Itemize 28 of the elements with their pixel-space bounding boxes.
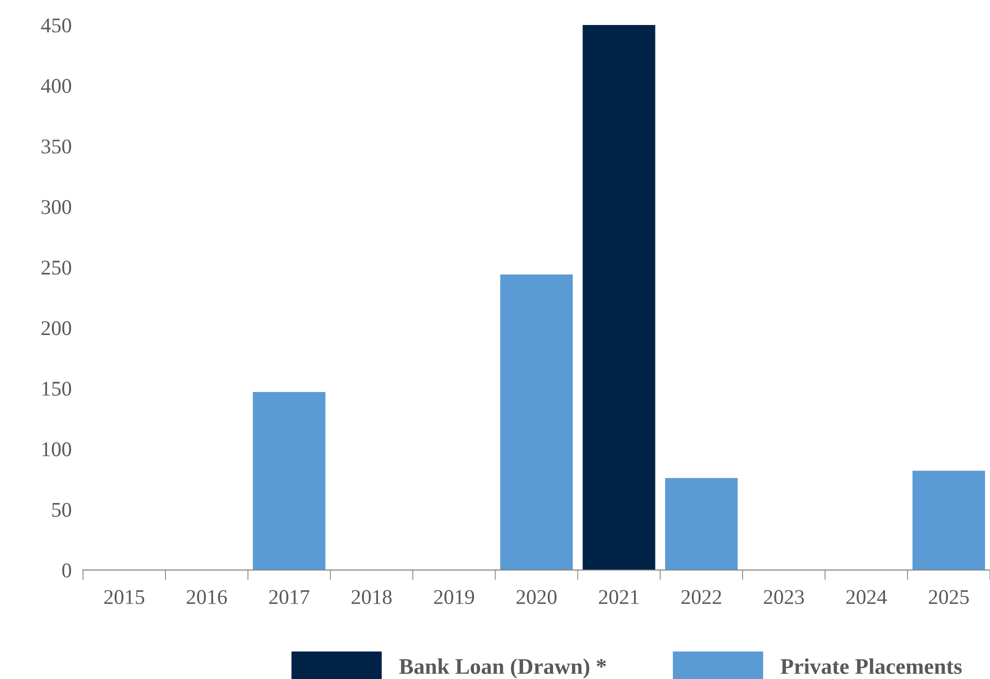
y-tick-label: 0 bbox=[62, 563, 72, 578]
legend-label: Private Placements bbox=[780, 658, 962, 674]
x-tick-label: 2015 bbox=[104, 590, 144, 604]
y-tick-label: 200 bbox=[42, 321, 72, 336]
y-tick-label: 50 bbox=[52, 502, 72, 517]
bar bbox=[500, 274, 573, 570]
x-tick-label: 2019 bbox=[434, 590, 474, 604]
y-tick-label: 150 bbox=[42, 382, 72, 396]
y-tick-label: 350 bbox=[42, 139, 72, 154]
y-tick-label: 400 bbox=[41, 78, 72, 93]
bar bbox=[582, 25, 656, 570]
x-tick-label: 2020 bbox=[516, 590, 557, 604]
x-tick-label: 2016 bbox=[186, 590, 227, 604]
bar bbox=[252, 392, 326, 570]
y-tick-label: 100 bbox=[42, 442, 72, 456]
bar bbox=[665, 478, 738, 570]
x-tick-label: 2022 bbox=[681, 590, 722, 604]
x-tick-label: 2018 bbox=[352, 590, 392, 604]
x-tick-label: 2021 bbox=[599, 590, 639, 604]
y-tick-label: 250 bbox=[42, 260, 72, 275]
x-tick-label: 2024 bbox=[846, 590, 887, 604]
x-tick-label: 2017 bbox=[269, 590, 310, 604]
x-tick-label: 2023 bbox=[764, 590, 804, 604]
legend-label: Bank Loan (Drawn) * bbox=[399, 658, 606, 679]
y-tick-label: 450 bbox=[41, 18, 72, 32]
x-tick-label: 2025 bbox=[928, 590, 969, 604]
y-tick-label: 300 bbox=[42, 200, 72, 214]
bar bbox=[912, 470, 986, 570]
